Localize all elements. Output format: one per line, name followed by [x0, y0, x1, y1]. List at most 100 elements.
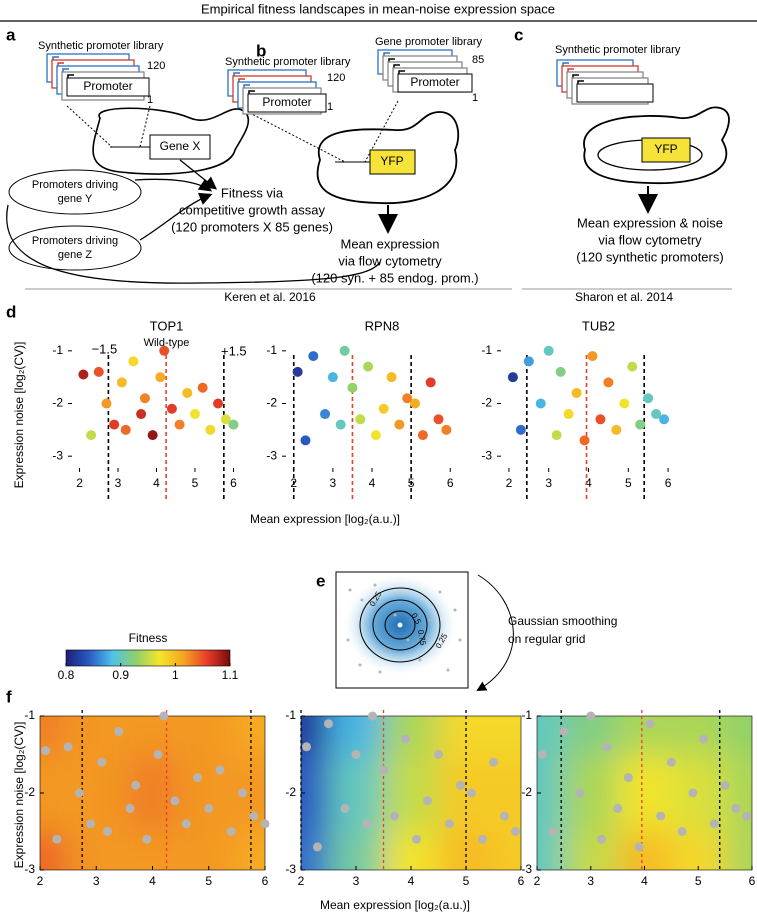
sample-point	[500, 811, 509, 821]
x-tick-label: 5	[625, 476, 632, 490]
data-point	[197, 382, 208, 393]
contour	[372, 599, 428, 651]
library-label: Synthetic promoter library	[555, 44, 681, 56]
x-tick-label: 2	[37, 874, 44, 888]
heatmap-cell	[617, 716, 672, 755]
heatmap	[537, 716, 752, 870]
count-top: 85	[472, 54, 484, 66]
heatmap-cell	[493, 716, 521, 755]
sample-point	[445, 819, 454, 829]
panel-label: c	[514, 25, 523, 44]
y-tick-label: -2	[24, 785, 35, 799]
heatmap-cell	[617, 754, 672, 832]
data-point	[515, 424, 526, 435]
cell	[92, 107, 250, 175]
data-point	[386, 372, 397, 383]
x-tick-label: 4	[641, 874, 648, 888]
heatmap-cell	[383, 716, 439, 755]
yfp-box	[641, 137, 691, 163]
data-point	[579, 435, 590, 446]
yfp-label: YFP	[654, 142, 677, 156]
data-point	[182, 387, 193, 398]
gene-y-text: Promoters driving	[32, 179, 118, 191]
data-point	[93, 366, 104, 377]
data-point	[627, 361, 638, 372]
data-point	[300, 435, 311, 446]
sample-point	[699, 734, 709, 744]
contour	[359, 587, 441, 663]
data-point	[86, 430, 97, 441]
sample-point	[709, 819, 719, 829]
y-tick-label: -2	[266, 396, 277, 410]
x-tick-label: 2	[534, 874, 541, 888]
panel-b: b Synthetic promoter library 120 1 Gene …	[225, 36, 484, 286]
sample-point	[131, 780, 141, 790]
colorbar-tick-label: 1.1	[222, 668, 239, 682]
data-point	[555, 366, 566, 377]
colorbar-title: Fitness	[129, 631, 168, 645]
colorbar-tick-label: 0.9	[112, 668, 129, 682]
data-point	[220, 414, 231, 425]
data-point	[417, 430, 428, 441]
data-point	[551, 430, 562, 441]
x-tick-label: 4	[408, 874, 415, 888]
result-text: Fitness via	[221, 185, 284, 200]
sample-point	[597, 834, 606, 844]
data-point	[410, 398, 421, 409]
heatmap-cell	[180, 716, 237, 755]
panel-label: a	[6, 25, 16, 44]
library-label: Gene promoter library	[375, 36, 482, 48]
panel-c: c Synthetic promoter library YFP Mean ex…	[514, 25, 730, 264]
data-point	[651, 409, 662, 420]
data-point	[136, 409, 147, 420]
sample-point	[351, 750, 361, 759]
heatmap-cell	[328, 831, 384, 870]
heatmap-cell	[301, 831, 329, 870]
data-point	[571, 387, 582, 398]
x-axis-label: Mean expression [log₂(a.u.)]	[320, 898, 470, 912]
x-tick-label: 5	[463, 874, 470, 888]
sample-point	[613, 803, 623, 813]
heatmap-cell	[671, 716, 726, 755]
data-point	[595, 414, 606, 425]
x-tick-label: 3	[330, 476, 337, 490]
cell	[583, 106, 730, 185]
data-point	[78, 369, 89, 380]
sample-point	[97, 757, 107, 767]
data-point	[335, 419, 346, 430]
data-point	[363, 361, 374, 372]
contour-label: 0.75	[416, 629, 428, 646]
library-label: Synthetic promoter library	[225, 56, 351, 68]
data-point	[120, 424, 131, 435]
y-tick-label: -1	[52, 343, 63, 357]
heatmap-smooth	[301, 716, 521, 870]
plot-title: RPN8	[365, 318, 400, 333]
sample-point	[559, 726, 569, 736]
sample-point	[456, 780, 465, 790]
y-tick-label: -2	[52, 396, 63, 410]
sample-point	[720, 780, 730, 790]
sample-point	[368, 711, 377, 721]
heatmap-cell	[383, 754, 439, 832]
sample-point	[602, 742, 612, 752]
sample-point	[63, 742, 73, 752]
data-point	[205, 424, 216, 435]
heatmap-cell	[124, 716, 181, 755]
x-tick-label: 2	[298, 874, 305, 888]
count-top: 120	[327, 72, 345, 84]
heatmap-cell	[725, 831, 752, 870]
x-tick-label: 4	[149, 874, 156, 888]
heatmap-cell	[617, 831, 672, 870]
sample-point	[114, 726, 124, 736]
data-point	[543, 345, 554, 356]
promoter-box	[397, 73, 473, 93]
data-point	[213, 398, 224, 409]
library-label: Synthetic promoter library	[38, 40, 164, 52]
x-tick-label: 3	[587, 874, 594, 888]
heatmap-cell	[124, 754, 181, 832]
plot-subtitle: Wild-type	[144, 337, 190, 349]
charts: Fitness 0.8 0.9 1 1.1 2 3 4 5 6 -1 -2 -3 TOP1 Wild-typ…	[24, 318, 755, 888]
data-point	[155, 372, 166, 383]
y-axis-label: Expression noise [log₂(CV)]	[12, 722, 26, 869]
